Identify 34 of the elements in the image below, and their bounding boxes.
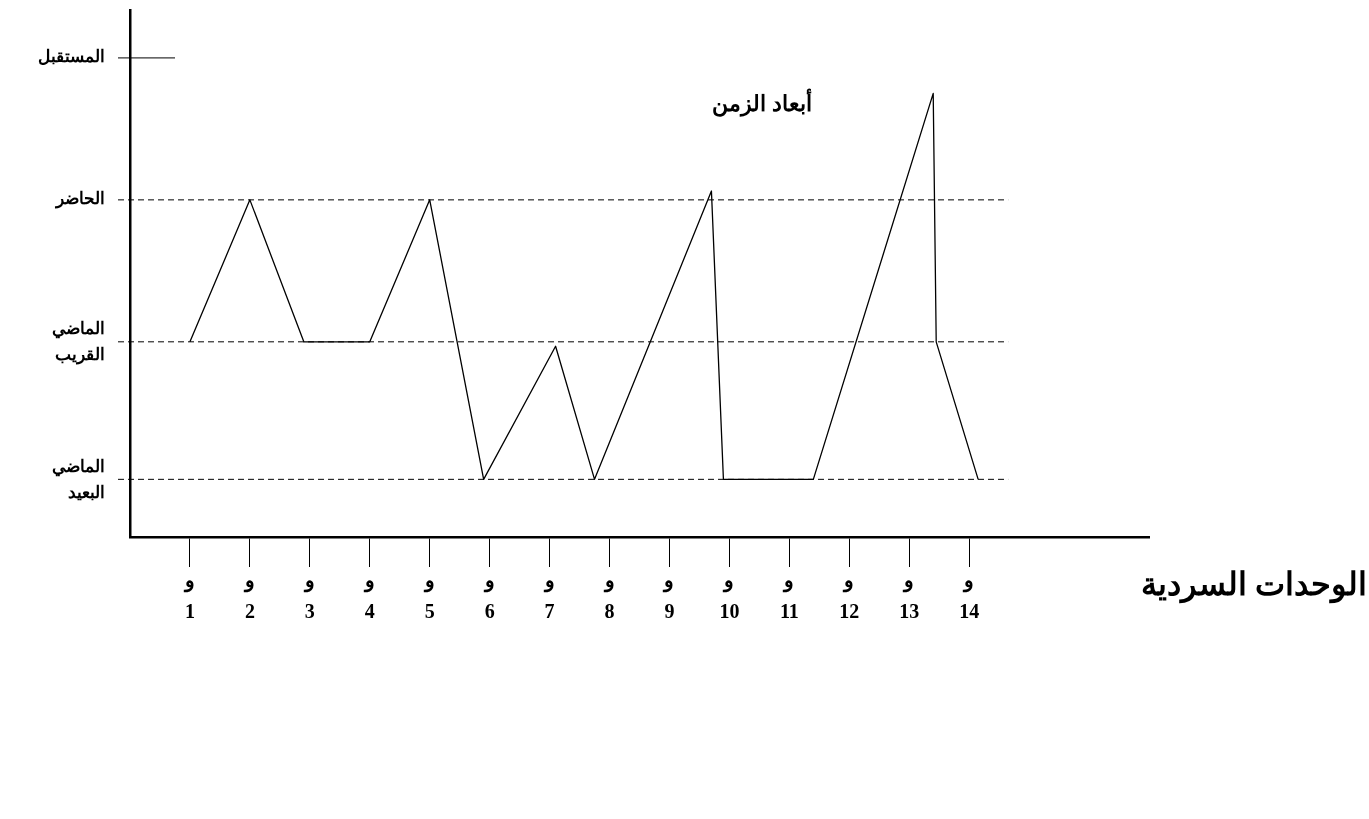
x-tick-label: 6 xyxy=(484,600,495,623)
x-tick-label: 10 xyxy=(719,600,740,623)
x-tick-label: 5 xyxy=(424,600,435,623)
ref-line-label: الماضي البعيد xyxy=(52,456,105,502)
ref-line-label: الماضي القريب xyxy=(52,319,105,366)
text: و xyxy=(422,569,435,594)
chart-title: أبعاد الزمن xyxy=(712,87,812,117)
text: و xyxy=(722,569,735,594)
text: و xyxy=(302,569,315,594)
text: و xyxy=(662,569,675,594)
text: و xyxy=(182,569,195,594)
x-tick-label: 1 xyxy=(184,600,195,623)
text: و xyxy=(362,569,375,594)
text: و xyxy=(842,569,855,594)
text: و xyxy=(962,569,975,594)
text: و xyxy=(542,569,555,594)
text: و xyxy=(242,569,255,594)
text: و xyxy=(902,569,915,594)
x-axis-title: الوحدات السردية xyxy=(1141,566,1367,605)
text: و xyxy=(482,569,495,594)
x-tick-label: 7 xyxy=(544,600,555,623)
ref-line-label: الحاضر xyxy=(54,189,105,210)
x-tick-label: 11 xyxy=(779,600,799,623)
ref-line-label: المستقبل xyxy=(38,47,105,67)
x-tick-label: 8 xyxy=(604,600,615,623)
x-tick-label: 3 xyxy=(304,600,315,623)
text: و xyxy=(782,569,795,594)
text: و xyxy=(602,569,615,594)
x-tick-label: 2 xyxy=(244,600,255,623)
x-tick-label: 13 xyxy=(899,600,920,623)
x-tick-label: 12 xyxy=(839,600,860,623)
x-tick-label: 4 xyxy=(364,600,375,623)
x-tick-label: 14 xyxy=(959,600,980,623)
x-tick-label: 9 xyxy=(664,600,675,623)
